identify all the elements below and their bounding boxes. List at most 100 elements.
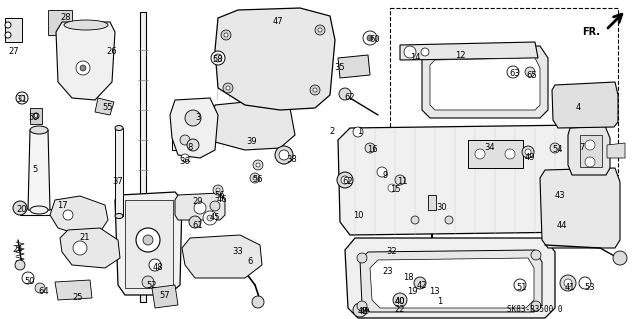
Text: 61: 61 bbox=[193, 220, 204, 229]
Text: 53: 53 bbox=[585, 284, 595, 293]
Bar bbox=[428, 195, 436, 210]
Circle shape bbox=[19, 95, 25, 101]
Text: 27: 27 bbox=[9, 48, 19, 56]
Text: 18: 18 bbox=[403, 273, 413, 283]
Circle shape bbox=[585, 157, 595, 167]
Text: 39: 39 bbox=[246, 137, 257, 146]
Polygon shape bbox=[568, 126, 610, 175]
Text: 34: 34 bbox=[484, 144, 495, 152]
Text: 47: 47 bbox=[273, 18, 284, 26]
Text: 56: 56 bbox=[253, 175, 263, 184]
Circle shape bbox=[63, 210, 73, 220]
Circle shape bbox=[522, 146, 534, 158]
Circle shape bbox=[180, 135, 190, 145]
Text: 38: 38 bbox=[287, 155, 298, 165]
Text: 1: 1 bbox=[437, 298, 443, 307]
Text: 19: 19 bbox=[407, 287, 417, 296]
Polygon shape bbox=[210, 100, 295, 150]
Bar bbox=[115, 128, 123, 216]
Circle shape bbox=[315, 25, 325, 35]
Text: 48: 48 bbox=[153, 263, 163, 272]
Text: 26: 26 bbox=[107, 48, 117, 56]
Circle shape bbox=[380, 263, 390, 273]
Circle shape bbox=[224, 33, 228, 37]
Circle shape bbox=[76, 61, 90, 75]
Circle shape bbox=[564, 279, 572, 287]
Circle shape bbox=[252, 296, 264, 308]
Bar bbox=[580, 135, 602, 167]
Circle shape bbox=[279, 150, 289, 160]
Circle shape bbox=[210, 201, 220, 211]
Ellipse shape bbox=[115, 213, 123, 219]
Circle shape bbox=[214, 54, 222, 62]
Text: 50: 50 bbox=[25, 278, 35, 286]
Text: 40: 40 bbox=[395, 298, 405, 307]
Circle shape bbox=[211, 51, 225, 65]
Text: 29: 29 bbox=[193, 197, 204, 206]
Circle shape bbox=[80, 65, 86, 71]
Circle shape bbox=[15, 260, 25, 270]
Text: 25: 25 bbox=[73, 293, 83, 302]
Circle shape bbox=[531, 301, 541, 311]
Circle shape bbox=[13, 201, 27, 215]
Text: 20: 20 bbox=[17, 205, 28, 214]
Polygon shape bbox=[338, 125, 592, 235]
Circle shape bbox=[207, 215, 213, 221]
Circle shape bbox=[393, 293, 407, 307]
Ellipse shape bbox=[30, 126, 48, 134]
Text: 15: 15 bbox=[390, 186, 400, 195]
Text: 2: 2 bbox=[330, 128, 335, 137]
Circle shape bbox=[363, 31, 377, 45]
Circle shape bbox=[475, 149, 485, 159]
Circle shape bbox=[189, 216, 201, 228]
Text: 21: 21 bbox=[80, 234, 90, 242]
Text: 28: 28 bbox=[61, 13, 71, 23]
Text: 16: 16 bbox=[367, 145, 378, 154]
Circle shape bbox=[313, 88, 317, 92]
Polygon shape bbox=[170, 98, 218, 158]
Circle shape bbox=[216, 188, 220, 192]
Text: 57: 57 bbox=[160, 291, 170, 300]
Text: FR.: FR. bbox=[582, 27, 600, 37]
Polygon shape bbox=[152, 285, 178, 308]
Polygon shape bbox=[175, 193, 225, 220]
Text: 11: 11 bbox=[397, 177, 407, 187]
Text: 31: 31 bbox=[17, 95, 28, 105]
Polygon shape bbox=[430, 58, 540, 110]
Circle shape bbox=[388, 184, 396, 192]
Circle shape bbox=[5, 22, 11, 28]
Bar bbox=[172, 128, 197, 150]
Circle shape bbox=[310, 85, 320, 95]
Text: 49: 49 bbox=[525, 153, 535, 162]
Text: 33: 33 bbox=[232, 248, 243, 256]
Text: 54: 54 bbox=[553, 145, 563, 154]
Circle shape bbox=[253, 160, 263, 170]
Circle shape bbox=[226, 86, 230, 90]
Text: 63: 63 bbox=[509, 70, 520, 78]
Circle shape bbox=[213, 185, 223, 195]
Circle shape bbox=[256, 163, 260, 167]
Bar bbox=[125, 200, 173, 288]
Circle shape bbox=[250, 173, 260, 183]
Text: 23: 23 bbox=[383, 268, 394, 277]
Circle shape bbox=[35, 283, 45, 293]
Circle shape bbox=[613, 251, 627, 265]
Text: 12: 12 bbox=[455, 50, 465, 60]
Circle shape bbox=[5, 32, 11, 38]
Circle shape bbox=[73, 241, 87, 255]
Text: 52: 52 bbox=[147, 280, 157, 290]
Circle shape bbox=[357, 301, 367, 311]
Ellipse shape bbox=[30, 206, 48, 214]
Bar bbox=[398, 272, 412, 290]
Text: 43: 43 bbox=[555, 190, 565, 199]
Polygon shape bbox=[540, 168, 620, 248]
Circle shape bbox=[275, 146, 293, 164]
Text: 32: 32 bbox=[387, 248, 397, 256]
Text: 41: 41 bbox=[564, 284, 575, 293]
Circle shape bbox=[505, 149, 515, 159]
Text: 22: 22 bbox=[395, 306, 405, 315]
Polygon shape bbox=[345, 238, 555, 318]
Circle shape bbox=[365, 143, 375, 153]
Text: 5: 5 bbox=[33, 166, 38, 174]
Circle shape bbox=[353, 303, 367, 317]
